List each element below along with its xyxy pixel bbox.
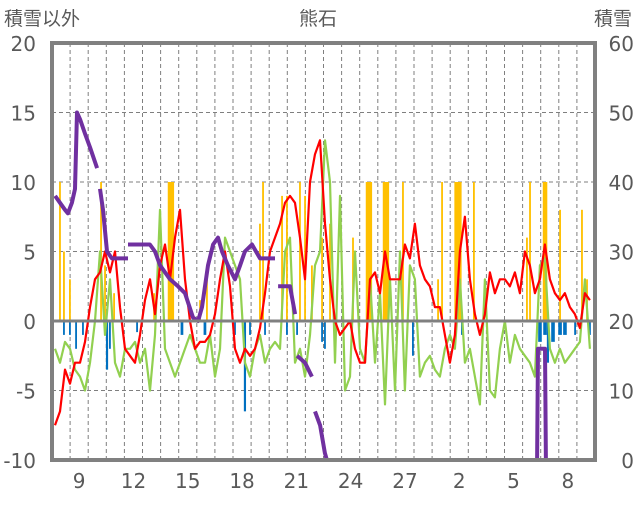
precipitation-bar — [454, 182, 462, 321]
negative-bar — [324, 321, 326, 349]
negative-bar — [574, 321, 576, 335]
negative-bar — [589, 321, 591, 335]
negative-bar — [558, 321, 562, 335]
negative-bar — [63, 321, 65, 335]
snow-depth-line — [295, 354, 314, 378]
precipitation-bar — [581, 209, 583, 321]
left-y-tick-label: 10 — [11, 171, 36, 195]
right-axis-title: 積雪 — [594, 8, 632, 30]
snow-depth-line — [128, 235, 275, 323]
right-y-tick-label: 20 — [609, 310, 634, 334]
precipitation-bar — [69, 279, 71, 321]
negative-bar — [105, 321, 109, 370]
right-y-tick-label: 0 — [621, 449, 634, 473]
x-tick-label: 9 — [73, 469, 86, 493]
negative-bar — [75, 321, 77, 349]
precipitation-bar — [281, 195, 283, 321]
left-y-tick-label: 20 — [11, 32, 36, 56]
precipitation-bar — [206, 279, 208, 321]
left-axis-title: 積雪以外 — [4, 8, 80, 30]
negative-bar — [136, 321, 138, 333]
negative-bar — [69, 321, 71, 335]
negative-bar — [82, 321, 84, 335]
negative-bar — [321, 321, 323, 342]
left-y-tick-label: -10 — [3, 449, 36, 473]
snow-depth-line — [278, 284, 298, 315]
precipitation-bar — [113, 293, 115, 321]
negative-bar — [412, 321, 414, 356]
negative-bar — [551, 321, 555, 342]
plot-frame — [50, 41, 597, 462]
lines — [53, 110, 592, 462]
precipitation-bar — [286, 195, 288, 321]
x-tick-label: 18 — [229, 469, 254, 493]
snow-depth-line — [53, 110, 99, 216]
x-tick-label: 8 — [561, 469, 574, 493]
right-y-tick-label: 50 — [609, 102, 634, 126]
right-y-tick-label: 60 — [609, 32, 634, 56]
left-y-tick-label: 5 — [23, 241, 36, 265]
negative-bar — [543, 321, 547, 335]
right-y-tick-label: 30 — [609, 241, 634, 265]
negative-bar — [296, 321, 298, 335]
precipitation-bar — [559, 209, 561, 321]
x-tick-label: 5 — [507, 469, 520, 493]
right-y-tick-label: 10 — [609, 380, 634, 404]
precipitation-bar — [262, 182, 264, 321]
right-y-tick-label: 40 — [609, 171, 634, 195]
negative-bar — [249, 321, 251, 335]
x-tick-label: 12 — [121, 469, 146, 493]
grid — [52, 43, 595, 460]
negative-bar — [264, 321, 266, 335]
precipitation-bar — [259, 223, 261, 321]
precipitation-bar — [59, 182, 61, 321]
precipitation-bar — [167, 182, 175, 321]
red-series-line — [53, 139, 591, 426]
negative-bar — [243, 321, 247, 412]
precipitation-bar — [526, 237, 528, 321]
chart-title: 熊石 — [299, 8, 337, 30]
negative-bar — [109, 321, 111, 349]
x-tick-label: 27 — [392, 469, 417, 493]
x-tick-label: 24 — [338, 469, 363, 493]
left-y-tick-label: 0 — [23, 310, 36, 334]
precipitation-bar — [529, 182, 531, 321]
x-tick-label: 15 — [175, 469, 200, 493]
left-y-tick-label: -5 — [16, 380, 36, 404]
snow-depth-line — [98, 188, 128, 261]
x-tick-label: 21 — [284, 469, 309, 493]
axes — [50, 41, 597, 462]
precipitation-bar — [321, 237, 323, 321]
precipitation-bar — [473, 182, 475, 321]
negative-bar — [563, 321, 567, 335]
x-tick-label: 2 — [453, 469, 466, 493]
negative-bar — [180, 321, 184, 335]
precipitation-bar — [63, 251, 65, 321]
left-y-tick-label: 15 — [11, 102, 36, 126]
negative-bar — [546, 321, 550, 363]
precipitation-bar — [299, 182, 301, 321]
precipitation-bar — [104, 265, 106, 321]
negative-bar — [286, 321, 288, 335]
negative-bar — [203, 321, 207, 335]
negative-bar — [538, 321, 542, 342]
precipitation-bar — [437, 279, 439, 321]
precipitation-bar — [365, 182, 373, 321]
precipitation-bar — [441, 182, 443, 321]
negative-bar — [234, 321, 236, 335]
